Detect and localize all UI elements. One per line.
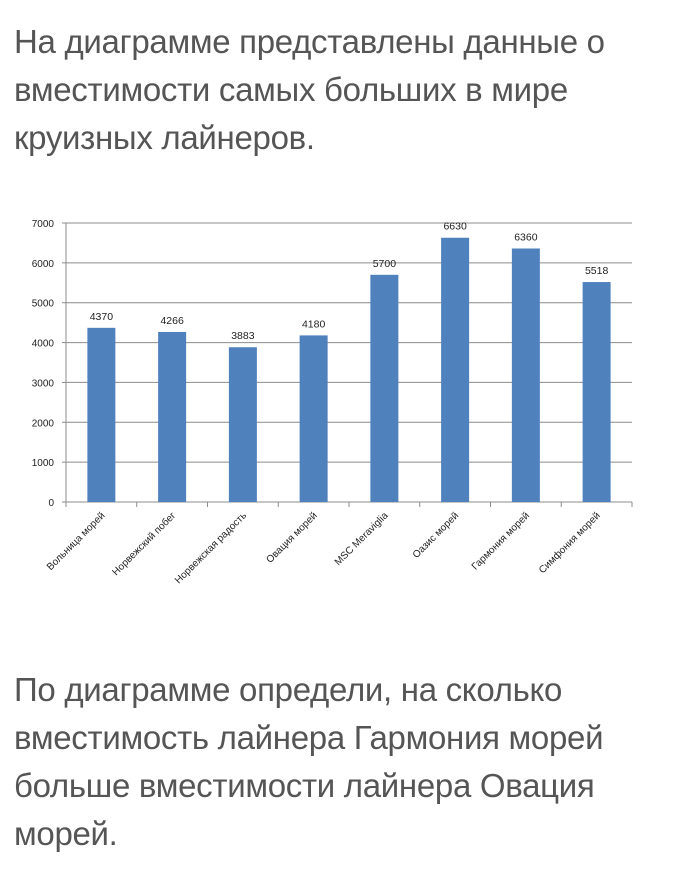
y-tick-label: 1000 bbox=[32, 458, 55, 469]
y-tick-label: 6000 bbox=[32, 259, 55, 270]
bar bbox=[441, 237, 470, 503]
bar-chart: 0 1000 2000 3000 4000 5000 6000 7000 4370 Вольниц… bbox=[32, 219, 633, 586]
bar bbox=[511, 248, 540, 502]
data-label: 6630 bbox=[443, 221, 467, 233]
y-tick-label: 0 bbox=[48, 498, 54, 509]
y-tick-label: 7000 bbox=[32, 219, 55, 230]
bar bbox=[299, 335, 328, 502]
x-tick-label: Овация морей bbox=[264, 510, 319, 565]
x-tick-label: Вольница морей bbox=[45, 510, 108, 573]
data-label: 3883 bbox=[231, 330, 255, 342]
question-text: По диаграмме определи, на сколько вмести… bbox=[14, 671, 604, 852]
x-tick-label: Симфония морей bbox=[536, 510, 602, 576]
y-tick-label: 2000 bbox=[32, 418, 55, 429]
y-tick-label: 4000 bbox=[32, 339, 55, 350]
bar bbox=[582, 282, 611, 502]
data-label: 4370 bbox=[90, 311, 114, 323]
data-label: 6360 bbox=[514, 232, 538, 244]
data-label: 4180 bbox=[302, 318, 326, 330]
data-label: 5700 bbox=[373, 258, 397, 270]
bar bbox=[370, 274, 399, 502]
y-tick-label: 3000 bbox=[32, 378, 55, 389]
x-tick-label: Оазис морей bbox=[411, 510, 461, 560]
y-tick-label: 5000 bbox=[32, 299, 55, 310]
intro-text: На диаграмме представлены данные о вмест… bbox=[14, 23, 605, 156]
x-tick-label: Норвежская радость bbox=[173, 510, 249, 586]
data-label: 5518 bbox=[585, 265, 609, 277]
data-label: 4266 bbox=[160, 315, 184, 327]
bar bbox=[158, 331, 187, 502]
x-tick-label: MSC Meraviglia bbox=[333, 510, 391, 568]
bar bbox=[228, 347, 257, 502]
x-tick-label: Норвежский побег bbox=[110, 509, 179, 578]
x-tick-label: Гармония морей bbox=[470, 510, 532, 572]
bar bbox=[87, 327, 116, 502]
